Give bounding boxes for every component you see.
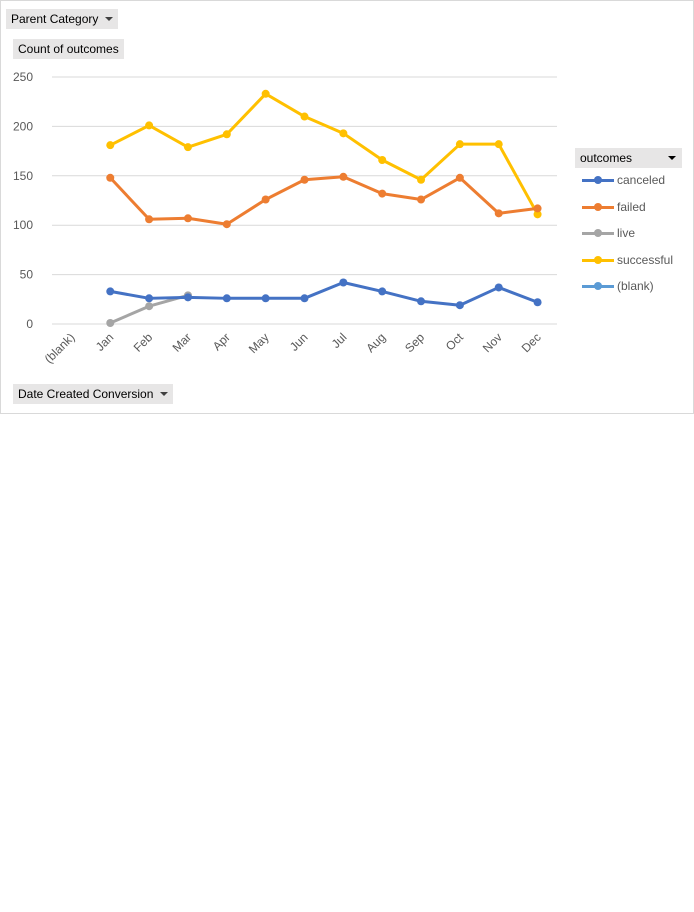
legend-item-failed[interactable]: failed bbox=[582, 198, 646, 216]
legend-item-successful[interactable]: successful bbox=[582, 251, 673, 269]
legend-field-label: outcomes bbox=[580, 151, 633, 165]
data-point-live bbox=[145, 302, 154, 311]
data-point-successful bbox=[494, 140, 503, 149]
data-point-canceled bbox=[145, 294, 154, 303]
x-tick-label: Apr bbox=[210, 330, 233, 353]
data-point-failed bbox=[417, 195, 426, 204]
y-tick-label: 50 bbox=[20, 268, 34, 282]
legend-item-canceled[interactable]: canceled bbox=[582, 171, 665, 189]
x-tick-label: (blank) bbox=[42, 330, 78, 366]
data-point-canceled bbox=[533, 298, 542, 307]
legend-label: successful bbox=[617, 252, 674, 267]
series-line-failed bbox=[108, 175, 540, 226]
legend-swatch bbox=[582, 226, 614, 240]
legend-swatch bbox=[582, 279, 614, 293]
data-point-canceled bbox=[417, 297, 426, 306]
legend-swatch bbox=[582, 200, 614, 214]
data-point-successful bbox=[145, 121, 154, 130]
axis-field-label: Date Created Conversion bbox=[18, 387, 154, 401]
data-point-failed bbox=[455, 173, 464, 182]
value-field-label: Count of outcomes bbox=[18, 42, 119, 56]
data-point-canceled bbox=[261, 294, 270, 303]
data-point-canceled bbox=[455, 301, 464, 310]
data-point-successful bbox=[261, 89, 270, 98]
data-point-failed bbox=[106, 173, 115, 182]
legend-item-blank[interactable]: (blank) bbox=[582, 277, 654, 295]
data-point-successful bbox=[339, 129, 348, 138]
x-tick-label: May bbox=[246, 330, 272, 356]
parent-category-label: Parent Category bbox=[11, 12, 99, 26]
data-point-canceled bbox=[339, 278, 348, 287]
data-point-failed bbox=[145, 215, 154, 224]
x-tick-label: Aug bbox=[363, 330, 388, 355]
axis-field-filter-button[interactable]: Date Created Conversion bbox=[13, 384, 174, 404]
x-tick-label: Mar bbox=[170, 330, 195, 355]
parent-category-filter-button[interactable]: Parent Category bbox=[6, 9, 119, 29]
legend-label: live bbox=[617, 226, 636, 240]
x-tick-label: Jan bbox=[93, 330, 117, 354]
data-point-failed bbox=[494, 209, 503, 218]
x-tick-label: Jul bbox=[329, 330, 350, 351]
dropdown-arrow-icon bbox=[105, 16, 114, 21]
x-tick-label: Jun bbox=[287, 330, 311, 354]
legend-field-filter-button[interactable]: outcomes bbox=[575, 148, 682, 168]
y-tick-label: 100 bbox=[13, 218, 33, 232]
legend-label: (blank) bbox=[617, 279, 654, 293]
data-point-failed bbox=[300, 175, 309, 184]
x-tick-label: Sep bbox=[402, 330, 427, 355]
legend-swatch bbox=[582, 173, 614, 187]
legend-label: failed bbox=[617, 199, 646, 214]
data-point-canceled bbox=[494, 283, 503, 292]
data-point-failed bbox=[339, 172, 348, 181]
data-point-successful bbox=[417, 175, 426, 184]
y-tick-label: 0 bbox=[26, 317, 33, 331]
data-point-successful bbox=[222, 130, 231, 139]
data-point-failed bbox=[261, 195, 270, 204]
data-point-successful bbox=[455, 140, 464, 149]
x-tick-label: Oct bbox=[443, 330, 467, 354]
x-tick-label: Dec bbox=[519, 330, 544, 355]
data-point-canceled bbox=[222, 294, 231, 303]
x-tick-label: Feb bbox=[131, 330, 156, 355]
data-point-failed bbox=[533, 204, 542, 213]
legend-label: canceled bbox=[617, 173, 666, 187]
data-point-canceled bbox=[300, 294, 309, 303]
data-point-successful bbox=[106, 141, 115, 150]
data-point-successful bbox=[183, 143, 192, 152]
y-tick-label: 250 bbox=[13, 70, 33, 84]
data-point-failed bbox=[378, 189, 387, 198]
data-point-failed bbox=[183, 214, 192, 223]
data-point-canceled bbox=[106, 287, 115, 296]
y-tick-label: 200 bbox=[13, 119, 33, 133]
legend-item-live[interactable]: live bbox=[582, 224, 635, 242]
legend-swatch bbox=[582, 253, 614, 267]
x-tick-label: Nov bbox=[480, 330, 505, 355]
series-line-successful bbox=[108, 92, 540, 216]
pivot-chart-area bbox=[0, 0, 694, 414]
data-point-canceled bbox=[183, 293, 192, 302]
dropdown-arrow-icon bbox=[668, 156, 676, 160]
data-point-successful bbox=[378, 155, 387, 164]
data-point-successful bbox=[533, 210, 542, 219]
value-field-button[interactable]: Count of outcomes bbox=[13, 39, 124, 59]
data-point-failed bbox=[222, 220, 231, 229]
dropdown-arrow-icon bbox=[160, 391, 169, 396]
y-tick-label: 150 bbox=[13, 169, 33, 183]
series-line-canceled bbox=[108, 281, 540, 307]
data-point-canceled bbox=[378, 287, 387, 296]
line-chart: 0 50 100 150 200 250 (blank) Jan Feb Mar Apr May Jun… bbox=[13, 70, 557, 366]
data-point-successful bbox=[300, 112, 309, 121]
data-point-live bbox=[106, 319, 115, 328]
